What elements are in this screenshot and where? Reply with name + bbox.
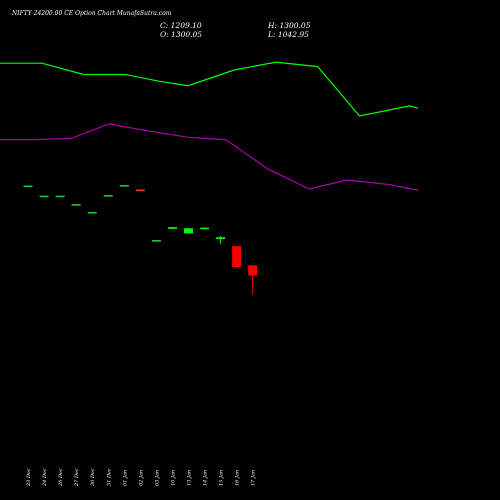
candles-group	[23, 185, 258, 295]
x-tick-label: 15 Jan	[219, 470, 225, 486]
chart-title: NIFTY 24200.00 CE Option Chart MunafaSut…	[11, 10, 172, 17]
candle-6	[103, 195, 113, 197]
candle-4	[71, 204, 81, 206]
candle-body-2	[39, 195, 49, 198]
x-tick-label: 13 Jan	[187, 470, 193, 486]
candle-body-1	[23, 185, 33, 188]
candle-12	[200, 227, 210, 230]
x-tick-label: 10 Jan	[170, 470, 176, 486]
candle-body-14	[232, 246, 242, 268]
candle-3	[55, 195, 65, 198]
candle-body-7	[119, 185, 129, 187]
x-tick-label: 24 Dec	[42, 468, 48, 487]
candle-8	[135, 189, 145, 192]
candle-body-6	[103, 195, 113, 197]
x-tick-label: 02 Jan	[138, 470, 144, 486]
x-tick-label: 17 Jan	[251, 470, 257, 486]
candle-body-12	[200, 227, 210, 230]
candle-body-10	[167, 227, 177, 229]
candle-7	[119, 185, 129, 187]
candle-body-15	[248, 265, 258, 276]
x-axis-tick-labels: 23 Dec 24 Dec 26 Dec 27 Dec 30 Dec 31 Dec 01 J…	[26, 468, 257, 487]
indicator-line-2	[0, 123, 419, 191]
indicator-line-1	[0, 61, 419, 117]
x-tick-label: 03 Jan	[154, 470, 160, 486]
candle-body-3	[55, 195, 65, 198]
candle-13	[216, 236, 226, 245]
low-value-label: L: 1042.95	[267, 30, 309, 39]
x-tick-label: 30 Dec	[90, 468, 96, 486]
x-tick-label: 31 Dec	[106, 468, 112, 486]
candle-11	[184, 227, 193, 234]
candle-10	[167, 227, 177, 230]
x-tick-label: 23 Dec	[26, 468, 32, 487]
candle-body-5	[87, 212, 97, 214]
close-value-label: C: 1209.10	[160, 21, 202, 30]
x-tick-label: 01 Jan	[122, 470, 128, 486]
candle-5	[87, 212, 97, 214]
candle-body-4	[71, 204, 81, 206]
candle-15	[248, 265, 258, 295]
high-value-label: H: 1300.05	[267, 21, 311, 30]
x-tick-label: 14 Jan	[203, 470, 209, 486]
indicator-lines	[0, 61, 419, 191]
candle-body-8	[135, 189, 145, 192]
x-tick-label: 27 Dec	[74, 468, 80, 487]
x-tick-label: 16 Jan	[235, 470, 241, 486]
open-value-label: O: 1300.05	[160, 30, 202, 39]
candle-body-9	[151, 240, 161, 242]
candle-body-13	[216, 237, 226, 239]
x-tick-label: 26 Dec	[58, 468, 64, 487]
candle-14	[232, 246, 242, 269]
candle-1	[23, 185, 33, 188]
candle-2	[39, 195, 49, 198]
candle-9	[151, 240, 161, 242]
candle-body-11	[184, 228, 193, 234]
